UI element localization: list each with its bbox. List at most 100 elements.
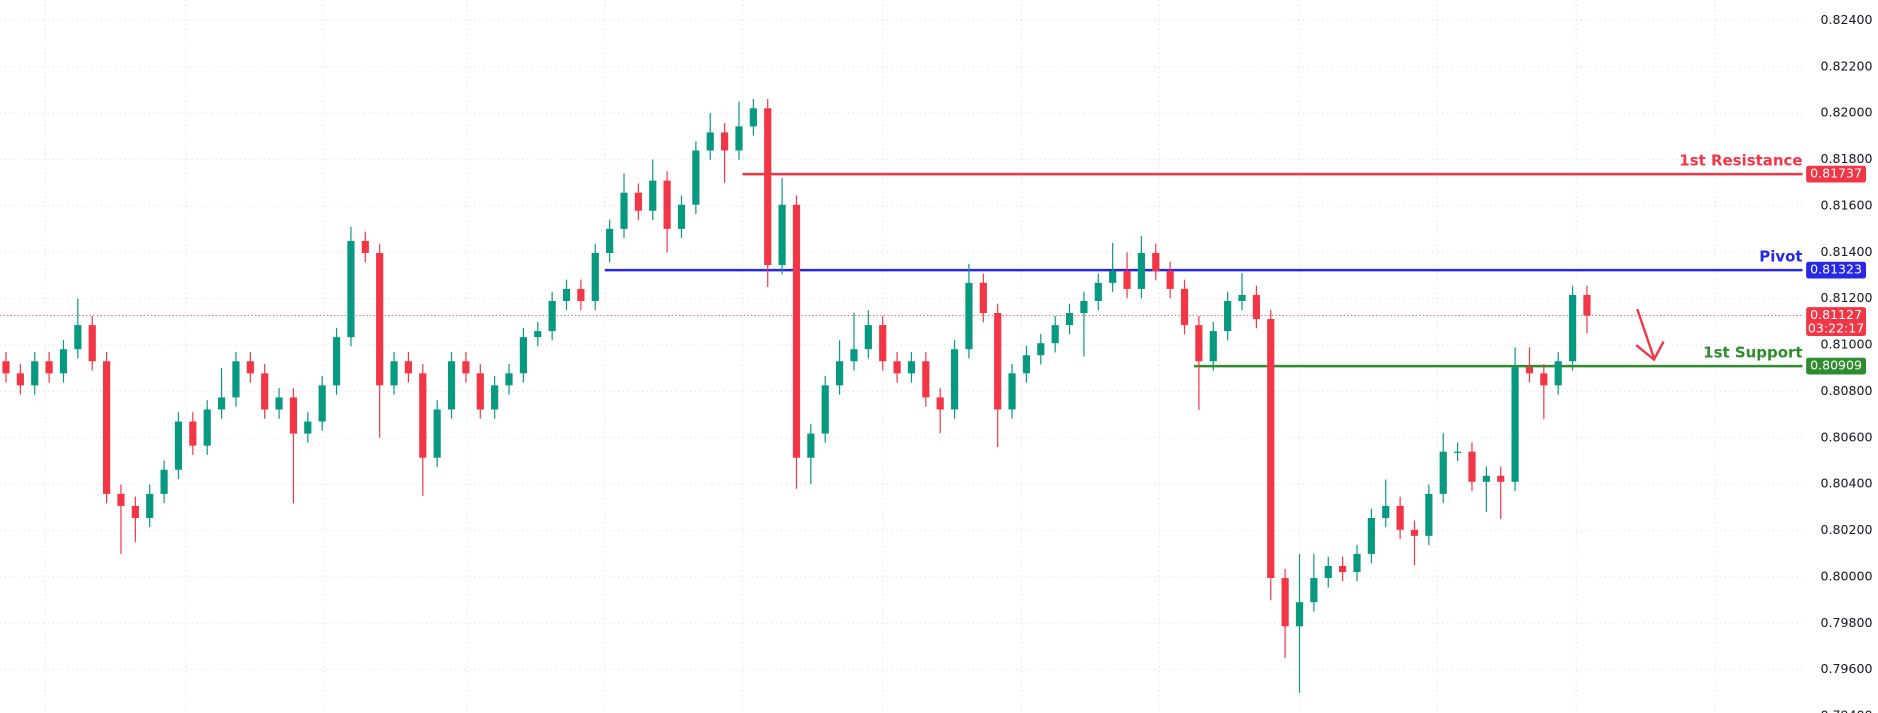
candle-body <box>491 385 499 410</box>
candle-body <box>792 204 801 458</box>
candle-body <box>634 192 642 211</box>
candle-body <box>1109 271 1117 283</box>
y-tick-label: 0.80000 <box>1821 568 1873 583</box>
candle-body <box>764 108 772 266</box>
candle-body <box>1396 505 1404 530</box>
candle-body <box>318 385 326 422</box>
candle-body <box>591 252 599 301</box>
countdown-label: 03:22:17 <box>1808 320 1864 335</box>
candle-body <box>663 180 671 229</box>
candle-body <box>189 421 197 446</box>
candle-body <box>1152 252 1160 272</box>
candle-body <box>88 325 96 362</box>
candle-body <box>462 361 470 374</box>
price-axis: 0.79400 0.79600 0.79800 0.80000 0.80200 0.804… <box>1802 0 1878 713</box>
candle-body <box>1195 325 1203 362</box>
candle-body <box>1454 451 1462 453</box>
candle-body <box>1080 300 1088 314</box>
candle-body <box>1180 288 1189 326</box>
candle-body <box>289 397 298 434</box>
level-tag <box>1806 165 1867 183</box>
candle-body <box>1295 602 1304 627</box>
candle-body <box>922 361 930 398</box>
level-name: 1st Support <box>1703 343 1802 361</box>
candle-body <box>476 373 484 410</box>
candle-body <box>936 397 944 410</box>
candle-body <box>1425 493 1433 536</box>
y-tick-label: 0.80800 <box>1821 383 1873 398</box>
candle-body <box>505 373 513 386</box>
last-price-label: 0.81127 <box>1810 307 1862 322</box>
arrow-head <box>1635 340 1665 362</box>
candle-body <box>577 288 585 301</box>
forecast-arrow <box>1635 308 1665 362</box>
candle-body <box>1568 294 1577 362</box>
level-tag-label: 0.81737 <box>1810 166 1862 181</box>
candle-body <box>620 192 628 229</box>
candle-body <box>16 373 24 386</box>
candle-body <box>1209 331 1217 362</box>
y-tick-label: 0.79400 <box>1821 708 1873 713</box>
candle-body <box>1267 319 1275 579</box>
y-tick-label: 0.82200 <box>1821 58 1873 73</box>
candle-body <box>232 361 240 398</box>
candle-body <box>2 361 10 374</box>
candles <box>2 99 1591 693</box>
candle-body <box>31 361 39 386</box>
candle-body <box>749 108 757 127</box>
candle-body <box>433 409 441 458</box>
level-tag <box>1806 357 1867 375</box>
candle-body <box>994 313 1002 410</box>
candle-body <box>1525 367 1534 374</box>
grid <box>0 0 1803 713</box>
candle-body <box>1540 373 1548 386</box>
candle-body <box>174 421 183 470</box>
level-tag <box>1806 261 1867 279</box>
candle-body <box>347 240 355 338</box>
candle-body <box>821 385 829 434</box>
candle-body <box>835 361 844 386</box>
candle-body <box>1238 294 1246 301</box>
y-tick-label: 0.81800 <box>1821 151 1873 166</box>
candle-body <box>893 361 901 374</box>
candle-body <box>965 282 973 350</box>
candle-body <box>390 361 398 386</box>
candle-body <box>1123 271 1131 289</box>
candle-body <box>1008 373 1016 410</box>
candle-body <box>103 361 111 494</box>
candle-body <box>160 469 168 494</box>
y-tick-label: 0.80600 <box>1821 429 1873 444</box>
candle-body <box>117 493 125 506</box>
candle-body <box>1022 355 1031 374</box>
y-tick-label: 0.81600 <box>1821 197 1873 212</box>
level-name: 1st Resistance <box>1679 151 1802 169</box>
candle-body <box>1511 367 1519 482</box>
level-tag-label: 0.81323 <box>1810 262 1862 277</box>
candle-body <box>275 397 283 410</box>
candle-body <box>534 331 542 338</box>
candle-body <box>1367 517 1375 554</box>
candle-body <box>146 493 154 518</box>
candle-body <box>562 288 571 301</box>
candle-body <box>1439 451 1447 494</box>
level-name: Pivot <box>1759 247 1802 265</box>
levels: 1st Resistance Pivot 1st Support <box>0 151 1803 368</box>
candle-body <box>131 505 139 518</box>
candle-body <box>721 132 729 151</box>
y-tick-label: 0.82000 <box>1821 105 1873 120</box>
candle-body <box>907 361 916 374</box>
candle-body <box>332 337 341 386</box>
candle-body <box>217 397 226 410</box>
y-tick-label: 0.80200 <box>1821 522 1873 537</box>
candle-body <box>1554 361 1562 386</box>
candle-body <box>519 337 527 374</box>
candle-body <box>246 361 254 374</box>
candle-body <box>447 361 456 410</box>
candle-body <box>692 150 700 205</box>
candle-body <box>1094 282 1102 301</box>
candle-body <box>376 252 384 386</box>
candle-body <box>1037 343 1045 356</box>
candle-body <box>979 282 987 314</box>
y-tick-label: 0.79800 <box>1821 615 1873 630</box>
